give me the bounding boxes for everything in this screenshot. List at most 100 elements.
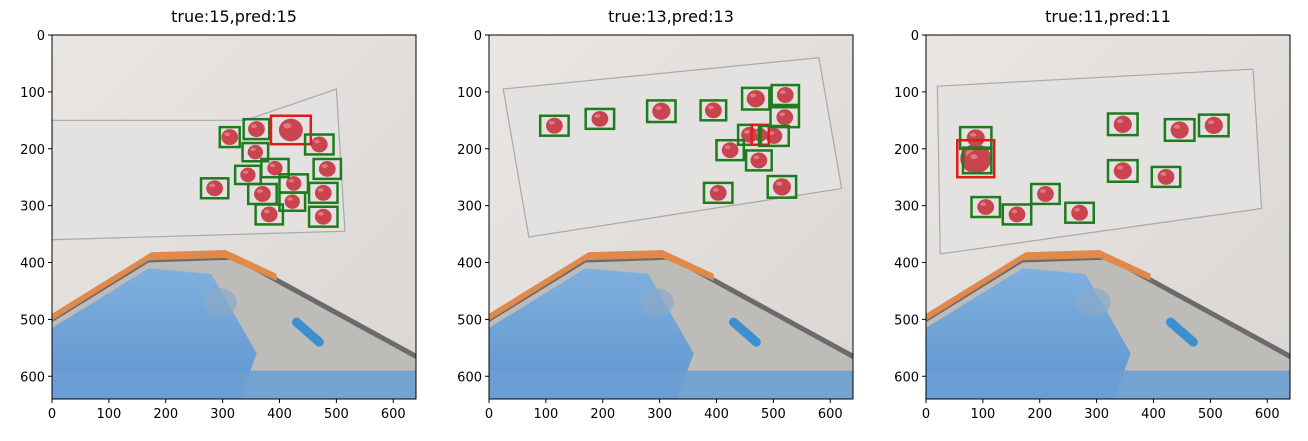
reflection (639, 288, 674, 317)
detection-box (218, 125, 241, 149)
tomato (260, 206, 278, 223)
detection-box (1106, 158, 1139, 183)
tomato-highlight (744, 130, 750, 134)
detection-box (956, 138, 996, 179)
x-tick-label: 400 (1141, 407, 1166, 422)
tomato-highlight (753, 155, 760, 160)
tomato (310, 136, 328, 153)
y-tick-label: 300 (457, 200, 482, 215)
tomato-highlight (779, 112, 786, 117)
x-tick-label: 200 (590, 407, 615, 422)
y-tick-label: 500 (894, 313, 919, 328)
x-tick-label: 0 (48, 407, 56, 422)
y-tick-label: 400 (894, 257, 919, 272)
tomato (1113, 162, 1132, 180)
x-tick-label: 0 (485, 407, 493, 422)
tomato (248, 121, 265, 138)
tomato-highlight (250, 147, 256, 152)
tomato-highlight (776, 181, 783, 186)
y-tick-label: 600 (894, 370, 919, 385)
tomato-highlight (1207, 120, 1215, 125)
y-tick-label: 100 (894, 86, 919, 101)
x-tick-label: 500 (1198, 407, 1223, 422)
x-tick-label: 100 (533, 407, 558, 422)
detection-box (1150, 165, 1182, 189)
y-tick-label: 600 (457, 370, 482, 385)
detection-box (766, 174, 798, 199)
tomato (776, 109, 794, 126)
tomato (247, 144, 263, 160)
detection-box (254, 203, 285, 226)
tomato-highlight (288, 179, 295, 183)
tomato (652, 102, 671, 120)
tomato-highlight (209, 183, 216, 188)
x-tick-label: 300 (210, 407, 235, 422)
tomato (776, 87, 794, 103)
tomato (705, 102, 722, 119)
y-tick-label: 200 (894, 143, 919, 158)
x-tick-label: 300 (647, 407, 672, 422)
panel-title: true:11,pred:11 (1045, 7, 1171, 26)
tomato-highlight (1040, 189, 1046, 193)
tomato (284, 194, 300, 209)
y-tick-label: 300 (20, 200, 45, 215)
y-tick-label: 200 (20, 143, 45, 158)
tomato (278, 118, 303, 142)
tomato (546, 117, 563, 134)
tomato-highlight (594, 114, 601, 118)
detection-box (699, 99, 728, 122)
detection-box (757, 124, 790, 148)
y-tick-label: 500 (457, 313, 482, 328)
tomato-highlight (712, 188, 719, 192)
detection-box (1106, 112, 1139, 137)
tomato-highlight (251, 124, 257, 129)
x-tick-label: 200 (153, 407, 178, 422)
tomato-highlight (749, 93, 757, 98)
x-tick-label: 100 (970, 407, 995, 422)
tomato-highlight (242, 170, 249, 174)
y-tick-label: 100 (20, 86, 45, 101)
tomato-highlight (224, 132, 231, 137)
photo (926, 35, 1290, 399)
x-tick-label: 600 (381, 407, 406, 422)
reflection (1076, 288, 1111, 317)
y-tick-label: 100 (457, 86, 482, 101)
detection-box (584, 107, 616, 131)
tomato-highlight (1116, 119, 1124, 124)
detection-box (303, 133, 335, 156)
tomato (1157, 168, 1175, 185)
detection-box (961, 146, 993, 175)
blue-front (926, 370, 1290, 399)
tomato-highlight (317, 188, 324, 192)
tomato (750, 152, 768, 169)
detection-box (269, 114, 313, 146)
detection-box (770, 83, 801, 107)
tomato-highlight (263, 209, 270, 214)
detection-box (241, 141, 270, 163)
x-tick-label: 400 (704, 407, 729, 422)
tomato-highlight (257, 189, 263, 193)
x-tick-label: 600 (818, 407, 843, 422)
y-tick-label: 400 (457, 257, 482, 272)
tomato-highlight (317, 211, 324, 216)
photo (52, 35, 416, 399)
detection-box (715, 138, 746, 162)
tomato (1113, 115, 1132, 133)
detection-box (1197, 113, 1230, 138)
tomato-highlight (724, 145, 731, 150)
tomato-highlight (548, 120, 555, 125)
blue-handle (292, 317, 324, 347)
y-tick-label: 500 (20, 313, 45, 328)
tomato (254, 186, 271, 202)
detection-box (1163, 117, 1196, 143)
detection-box (307, 181, 339, 205)
detection-box (199, 177, 230, 200)
y-tick-label: 0 (474, 29, 482, 44)
blue-front (489, 370, 853, 399)
axes-frame (925, 34, 1291, 400)
panel-title: true:13,pred:13 (608, 7, 734, 26)
tomato-highlight (283, 123, 292, 129)
x-tick-label: 200 (1027, 407, 1052, 422)
photo (489, 35, 853, 399)
